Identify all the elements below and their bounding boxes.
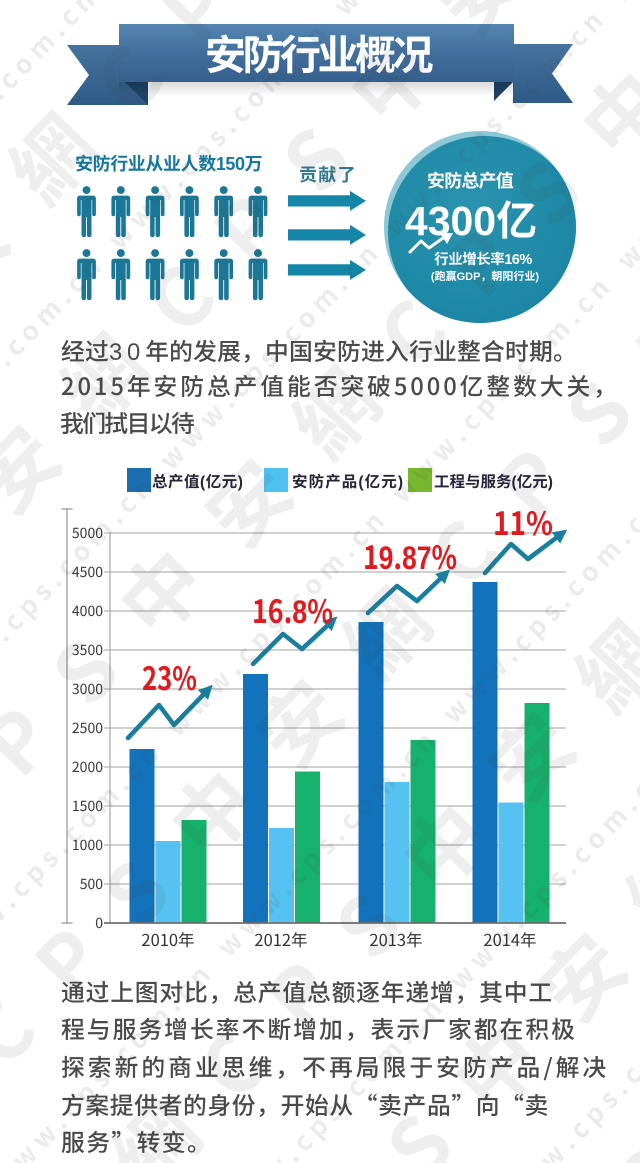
svg-text:2014年: 2014年 (483, 927, 536, 951)
svg-text:19.87%: 19.87% (363, 533, 457, 579)
svg-text:2000: 2000 (72, 757, 103, 777)
svg-text:2500: 2500 (72, 718, 103, 738)
svg-text:2012年: 2012年 (254, 927, 307, 951)
svg-text:2013年: 2013年 (369, 927, 422, 951)
svg-text:1000: 1000 (72, 835, 103, 855)
svg-text:4000: 4000 (72, 601, 103, 621)
svg-text:2010年: 2010年 (141, 927, 194, 951)
svg-text:安防行业概况: 安防行业概况 (205, 22, 433, 82)
svg-text:500: 500 (80, 874, 104, 894)
svg-text:1500: 1500 (72, 796, 103, 816)
svg-text:0: 0 (95, 913, 103, 933)
svg-text:4500: 4500 (72, 562, 103, 582)
svg-text:3000: 3000 (72, 679, 103, 699)
svg-text:23%: 23% (142, 654, 197, 700)
svg-text:11%: 11% (493, 500, 553, 545)
svg-text:5000: 5000 (72, 523, 103, 543)
svg-text:16.8%: 16.8% (252, 587, 333, 633)
svg-text:3500: 3500 (72, 640, 103, 660)
